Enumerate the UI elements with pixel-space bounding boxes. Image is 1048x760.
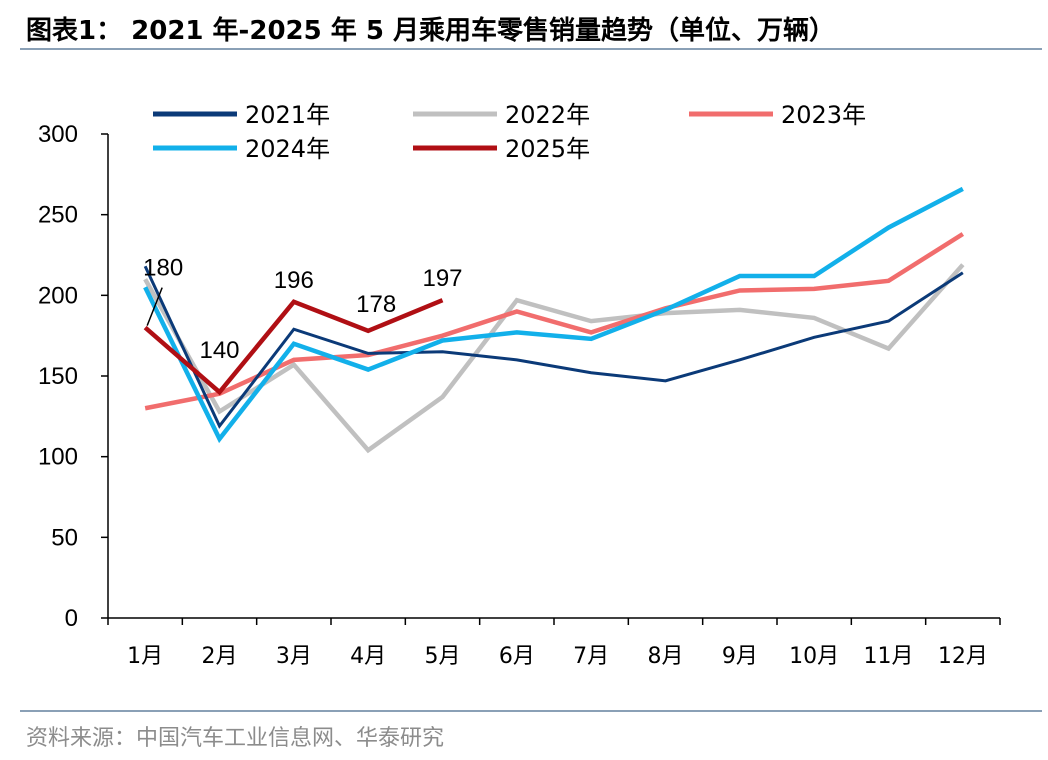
x-tick-label: 2月: [202, 644, 238, 669]
series-line-2023: [144, 232, 965, 411]
y-tick-label: 200: [38, 282, 78, 309]
data-label-leader: [146, 287, 163, 326]
title-rule: [20, 48, 1042, 50]
x-tick-label: 8月: [648, 644, 684, 669]
y-tick-label: 0: [65, 605, 78, 632]
legend-label: 2023年: [781, 101, 866, 129]
x-tick-label: 4月: [350, 644, 386, 669]
data-label: 178: [356, 291, 396, 318]
source-rule: [20, 710, 1042, 712]
series-line-2025: [143, 298, 444, 396]
y-tick-label: 250: [38, 202, 78, 229]
legend-label: 2024年: [245, 135, 330, 163]
chart-data-labels: 180 140 196 178 197: [143, 255, 462, 365]
x-tick-label: 1月: [127, 644, 163, 669]
x-tick-label: 5月: [425, 644, 461, 669]
x-tick-label: 11月: [864, 644, 914, 669]
legend-label: 2021年: [245, 101, 330, 129]
legend-label: 2025年: [505, 135, 590, 163]
y-tick-label: 100: [38, 444, 78, 471]
y-tick-label: 50: [51, 524, 78, 551]
chart-series: [143, 186, 965, 454]
page-title: 图表1： 2021 年-2025 年 5 月乘用车零售销量趋势（单位、万辆）: [26, 16, 835, 46]
series-line-2021: [143, 265, 964, 429]
x-tick-label: 9月: [722, 644, 758, 669]
x-tick-label: 10月: [789, 644, 839, 669]
series-line-2024: [143, 186, 964, 444]
x-tick-label: 3月: [276, 644, 312, 669]
data-label: 140: [199, 337, 239, 364]
data-label: 197: [422, 265, 462, 292]
legend-label: 2022年: [505, 101, 590, 129]
chart-legend: 2021年 2022年 2023年 2024年 2025年: [153, 101, 866, 163]
data-label: 196: [274, 267, 314, 294]
y-tick-label: 300: [38, 121, 78, 148]
x-tick-label: 12月: [938, 644, 988, 669]
data-label: 180: [143, 255, 183, 282]
x-tick-label: 6月: [499, 644, 535, 669]
line-chart: 0 50 100 150 200 250 300 1月 2月 3月 4月 5月 6月 7月 8月 9月 10月 1…: [38, 101, 1001, 669]
source-note: 资料来源：中国汽车工业信息网、华泰研究: [26, 726, 445, 751]
chart-axes: 0 50 100 150 200 250 300 1月 2月 3月 4月 5月 6月 7月 8月 9月 10月 1…: [38, 121, 1001, 669]
x-tick-label: 7月: [573, 644, 609, 669]
y-tick-label: 150: [38, 363, 78, 390]
series-line-2022: [143, 263, 965, 454]
